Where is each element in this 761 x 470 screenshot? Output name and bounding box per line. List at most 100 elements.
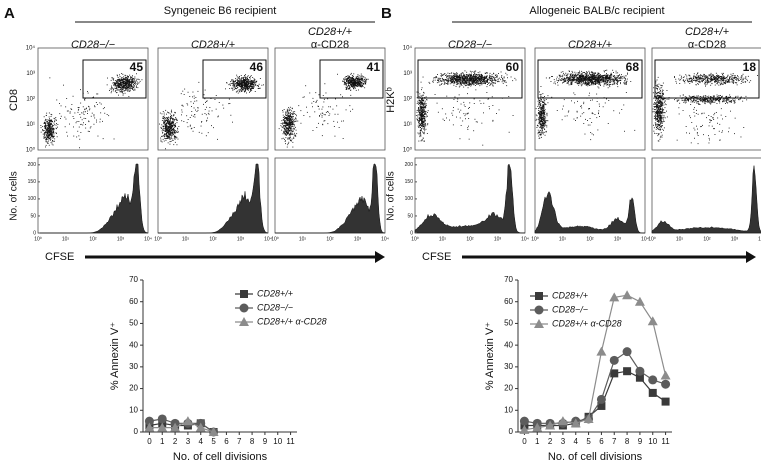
event-dot: [42, 126, 44, 127]
event-dot: [249, 85, 250, 87]
event-dot: [186, 115, 188, 117]
event-dot: [289, 121, 291, 123]
event-dot: [611, 76, 613, 78]
event-dot: [126, 78, 128, 80]
event-dot: [168, 123, 170, 124]
event-dot: [358, 81, 360, 83]
event-dot: [351, 78, 353, 80]
event-dot: [168, 122, 170, 124]
event-dot: [361, 75, 363, 77]
event-dot: [421, 99, 423, 101]
event-dot: [466, 76, 468, 78]
event-dot: [47, 122, 48, 124]
event-dot: [163, 117, 165, 119]
event-dot: [614, 78, 616, 80]
event-dot: [592, 83, 594, 85]
event-dot: [350, 72, 352, 74]
dot-plot-frame: [414, 47, 526, 151]
event-dot: [290, 120, 292, 122]
event-dot: [128, 90, 130, 92]
event-dot: [218, 102, 220, 103]
event-dot: [56, 123, 57, 124]
event-dot: [588, 70, 590, 72]
event-dot: [597, 82, 598, 84]
event-dot: [419, 119, 421, 121]
event-dot: [353, 85, 355, 87]
event-dot: [416, 91, 418, 93]
event-dot: [289, 128, 291, 129]
event-dot: [287, 112, 289, 114]
event-dot: [580, 74, 582, 75]
event-dot: [289, 131, 291, 133]
event-dot: [579, 74, 581, 76]
event-dot: [87, 92, 89, 94]
event-dot: [53, 136, 55, 137]
event-dot: [423, 92, 425, 94]
event-dot: [170, 117, 172, 119]
event-dot: [292, 111, 294, 113]
event-dot: [286, 117, 287, 119]
event-dot: [425, 124, 427, 126]
event-dot: [45, 139, 47, 141]
event-dot: [498, 81, 500, 83]
event-dot: [425, 105, 427, 107]
event-dot: [466, 113, 468, 115]
event-dot: [478, 76, 480, 78]
event-dot: [461, 81, 463, 83]
event-dot: [115, 82, 116, 84]
event-dot: [459, 77, 461, 79]
event-dot: [118, 85, 120, 87]
event-dot: [252, 87, 254, 89]
event-dot: [612, 75, 614, 77]
event-dot: [590, 79, 592, 81]
event-dot: [166, 127, 168, 129]
event-dot: [250, 83, 252, 85]
event-dot: [173, 123, 175, 125]
event-dot: [588, 78, 590, 80]
event-dot: [417, 119, 419, 121]
event-dot: [244, 75, 245, 76]
event-dot: [96, 93, 98, 95]
event-dot: [566, 73, 568, 75]
event-dot: [473, 84, 475, 86]
dot-plot-y-tick-label: 10¹: [26, 122, 35, 128]
event-dot: [200, 125, 202, 127]
event-dot: [207, 117, 208, 119]
event-dot: [446, 95, 448, 97]
event-dot: [484, 81, 486, 83]
event-dot: [49, 127, 50, 128]
event-dot: [469, 74, 471, 76]
event-dot: [46, 131, 48, 133]
event-dot: [170, 125, 172, 127]
event-dot: [626, 81, 627, 83]
event-dot: [65, 118, 67, 120]
event-dot: [134, 82, 136, 84]
event-dot: [474, 82, 475, 84]
event-dot: [590, 74, 592, 75]
event-dot: [288, 119, 290, 121]
event-dot: [239, 86, 241, 87]
event-dot: [241, 83, 242, 85]
event-dot: [456, 74, 458, 76]
event-dot: [249, 87, 251, 88]
event-dot: [579, 82, 580, 84]
event-dot: [247, 81, 249, 83]
event-dot: [346, 83, 347, 85]
event-dot: [197, 90, 199, 92]
event-dot: [233, 80, 235, 82]
event-dot: [205, 101, 207, 102]
event-dot: [352, 82, 354, 84]
event-dot: [177, 138, 179, 140]
event-dot: [450, 77, 452, 79]
event-dot: [508, 96, 510, 97]
event-dot: [47, 139, 49, 140]
event-dot: [420, 102, 422, 104]
event-dot: [350, 94, 352, 96]
event-dot: [484, 80, 486, 82]
event-dot: [113, 82, 115, 84]
event-dot: [254, 79, 256, 81]
event-dot: [240, 84, 241, 86]
event-dot: [349, 76, 350, 78]
event-dot: [166, 120, 167, 121]
event-dot: [285, 121, 287, 123]
